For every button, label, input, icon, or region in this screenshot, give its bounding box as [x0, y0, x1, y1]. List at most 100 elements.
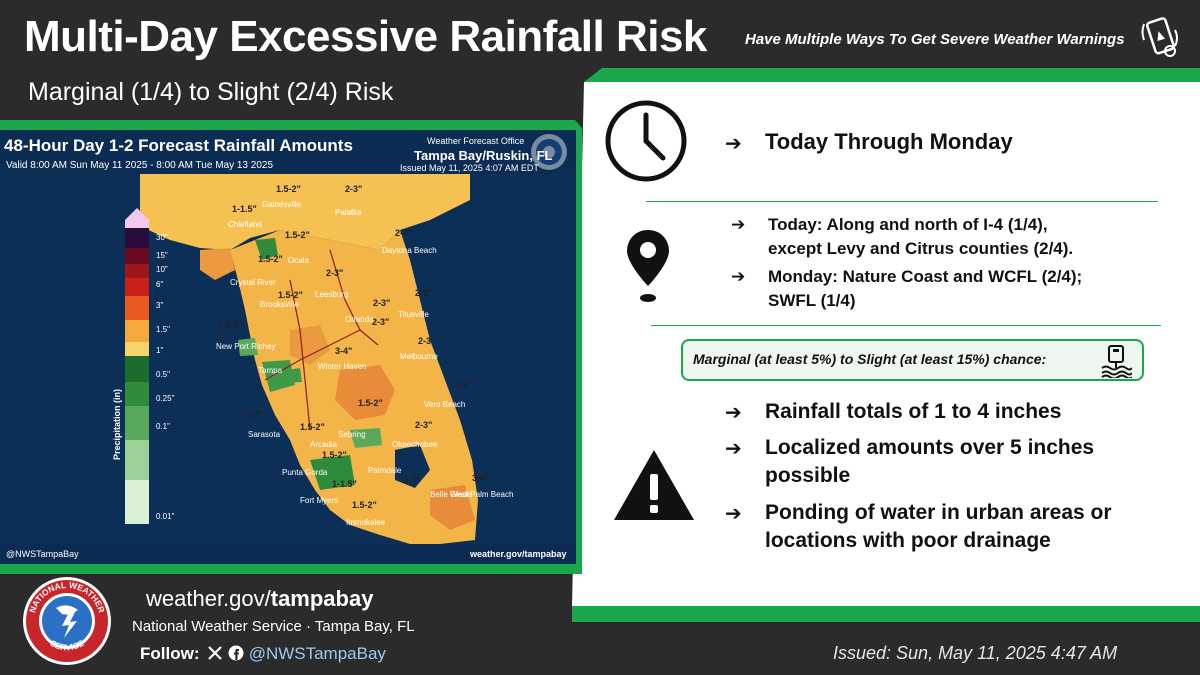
- city-label: Gainesville: [262, 200, 302, 209]
- page-title: Multi-Day Excessive Rainfall Risk: [24, 12, 707, 61]
- city-label: Palmdale: [368, 466, 402, 475]
- follow-row: Follow: @NWSTampaBay: [140, 644, 386, 664]
- office-name: National Weather Service · Tampa Bay, FL: [132, 618, 415, 635]
- point-rainfall-label: 1.5-2": [352, 500, 377, 510]
- point-rainfall-label: 1-1.5": [232, 204, 257, 214]
- city-label: New Port Richey: [216, 342, 276, 351]
- phone-alert-icon: [1141, 17, 1178, 57]
- facebook-icon[interactable]: [228, 645, 244, 661]
- city-label: Vero Beach: [424, 400, 466, 409]
- wfo-label: Weather Forecast Office: [427, 136, 525, 146]
- legend-tick: 0.25": [156, 394, 175, 403]
- point-rainfall-label: 2-3": [246, 410, 264, 420]
- monday-line-1: Monday: Nature Coast and WCFL (2/4);: [768, 267, 1083, 286]
- x-icon[interactable]: [207, 645, 223, 661]
- point-rainfall-label: 1.5-2": [285, 230, 310, 240]
- bullet-localized-line-2: possible: [765, 464, 851, 487]
- map-title: 48-Hour Day 1-2 Forecast Rainfall Amount…: [4, 136, 353, 155]
- legend-tick: 3": [156, 301, 164, 310]
- city-label: West Palm Beach: [450, 490, 514, 499]
- wfo-issued: Issued May 11, 2025 4:07 AM EDT: [400, 163, 539, 173]
- nws-logo: NATIONAL WEATHER SERVICE: [23, 577, 111, 665]
- point-rainfall-label: 1.5-2": [276, 184, 301, 194]
- legend-tick: 6": [156, 280, 164, 289]
- city-label: Ocala: [288, 256, 309, 265]
- city-label: Palatka: [335, 208, 362, 217]
- city-label: Sarasota: [248, 430, 281, 439]
- legend-tick: 30": [156, 233, 168, 242]
- website-url[interactable]: weather.gov/tampabay: [146, 586, 373, 612]
- warnings-tagline: Have Multiple Ways To Get Severe Weather…: [745, 31, 1125, 48]
- city-label: Leesburg: [315, 290, 349, 299]
- panel-top-stripe: [584, 68, 1200, 82]
- risk-subtitle: Marginal (1/4) to Slight (2/4) Risk: [28, 78, 394, 106]
- arrow-icon: ➔: [725, 131, 742, 155]
- svg-text:SERVICE: SERVICE: [48, 638, 85, 653]
- legend-tick: 0.1": [156, 422, 170, 431]
- legend-tick: 1.5": [156, 325, 170, 334]
- url-bold: tampabay: [270, 586, 374, 611]
- point-rainfall-label: 2-3": [455, 380, 473, 390]
- city-label: Titusville: [398, 310, 429, 319]
- point-rainfall-label: 1.5-2": [278, 290, 303, 300]
- legend-title: Precipitation (in): [112, 388, 122, 460]
- location-pin-icon: [627, 230, 669, 302]
- point-rainfall-label: 3-4": [472, 473, 490, 483]
- timeframe-text: Today Through Monday: [765, 129, 1013, 154]
- point-rainfall-label: 1-1.5": [332, 479, 357, 489]
- legend-tick: 10": [156, 265, 168, 274]
- city-label: Chiefland: [228, 220, 262, 229]
- today-line-2: except Levy and Citrus counties (2/4).: [768, 239, 1074, 258]
- point-rainfall-label: 2-3": [415, 420, 433, 430]
- city-label: Tampa: [258, 366, 283, 375]
- bullet-localized-line-1: Localized amounts over 5 inches: [765, 436, 1095, 459]
- bullet-ponding-line-2: locations with poor drainage: [765, 529, 1051, 552]
- bullet-ponding-line-1: Ponding of water in urban areas or: [765, 501, 1112, 524]
- city-label: Punta Gorda: [282, 468, 328, 477]
- panel-bottom-stripe: [572, 606, 1200, 622]
- map-footer-bar: [0, 544, 576, 564]
- city-label: Daytona Beach: [382, 246, 437, 255]
- point-rainfall-label: 3-4": [335, 346, 353, 356]
- city-label: Winter Haven: [318, 362, 367, 371]
- monday-line-2: SWFL (1/4): [768, 291, 856, 310]
- point-rainfall-label: 1.5-2": [258, 254, 283, 264]
- map-valid-period: Valid 8:00 AM Sun May 11 2025 - 8:00 AM …: [6, 160, 274, 171]
- clock-icon: [605, 100, 687, 182]
- point-rainfall-label: 2-3": [372, 317, 390, 327]
- city-label: Belle Glade: [430, 490, 472, 499]
- city-label: Brooksville: [260, 300, 299, 309]
- point-rainfall-label: 1.5-2": [300, 422, 325, 432]
- point-rainfall-label: 2-3": [403, 475, 421, 485]
- point-rainfall-label: 2-3": [373, 298, 391, 308]
- city-label: Sebring: [338, 430, 366, 439]
- follow-label: Follow:: [140, 644, 200, 663]
- url-prefix: weather.gov/: [146, 586, 271, 611]
- rainfall-map: 48-Hour Day 1-2 Forecast Rainfall Amount…: [0, 130, 576, 564]
- point-rainfall-label: 2-3": [415, 288, 433, 298]
- point-rainfall-label: 2-3": [326, 268, 344, 278]
- map-social-handle: @NWSTampaBay: [6, 549, 79, 559]
- city-label: Fort Myers: [300, 496, 339, 505]
- map-website: weather.gov/tampabay: [470, 549, 567, 559]
- chance-text: Marginal (at least 5%) to Slight (at lea…: [693, 351, 1047, 367]
- warning-triangle-icon: [614, 450, 694, 520]
- separator: [646, 201, 1158, 202]
- flood-icon: [1101, 345, 1132, 378]
- city-label: Arcadia: [310, 440, 338, 449]
- chance-box: Marginal (at least 5%) to Slight (at lea…: [681, 339, 1144, 381]
- arrow-icon: ➔: [725, 436, 742, 460]
- arrow-icon: ➔: [731, 267, 746, 287]
- point-rainfall-label: 1.5-2": [358, 398, 383, 408]
- point-rainfall-label: 1.5-2": [218, 320, 243, 330]
- arrow-icon: ➔: [725, 501, 742, 525]
- wfo-name: Tampa Bay/Ruskin, FL: [414, 148, 553, 163]
- legend-tick: 0.5": [156, 370, 170, 379]
- point-rainfall-label: 2-3": [345, 184, 363, 194]
- arrow-icon: ➔: [731, 215, 746, 235]
- city-label: Crystal River: [230, 278, 276, 287]
- social-handle[interactable]: @NWSTampaBay: [248, 644, 386, 663]
- city-label: Immokalee: [346, 518, 386, 527]
- legend-tick: 0.01": [156, 512, 175, 521]
- bullet-rainfall-totals: Rainfall totals of 1 to 4 inches: [765, 400, 1062, 423]
